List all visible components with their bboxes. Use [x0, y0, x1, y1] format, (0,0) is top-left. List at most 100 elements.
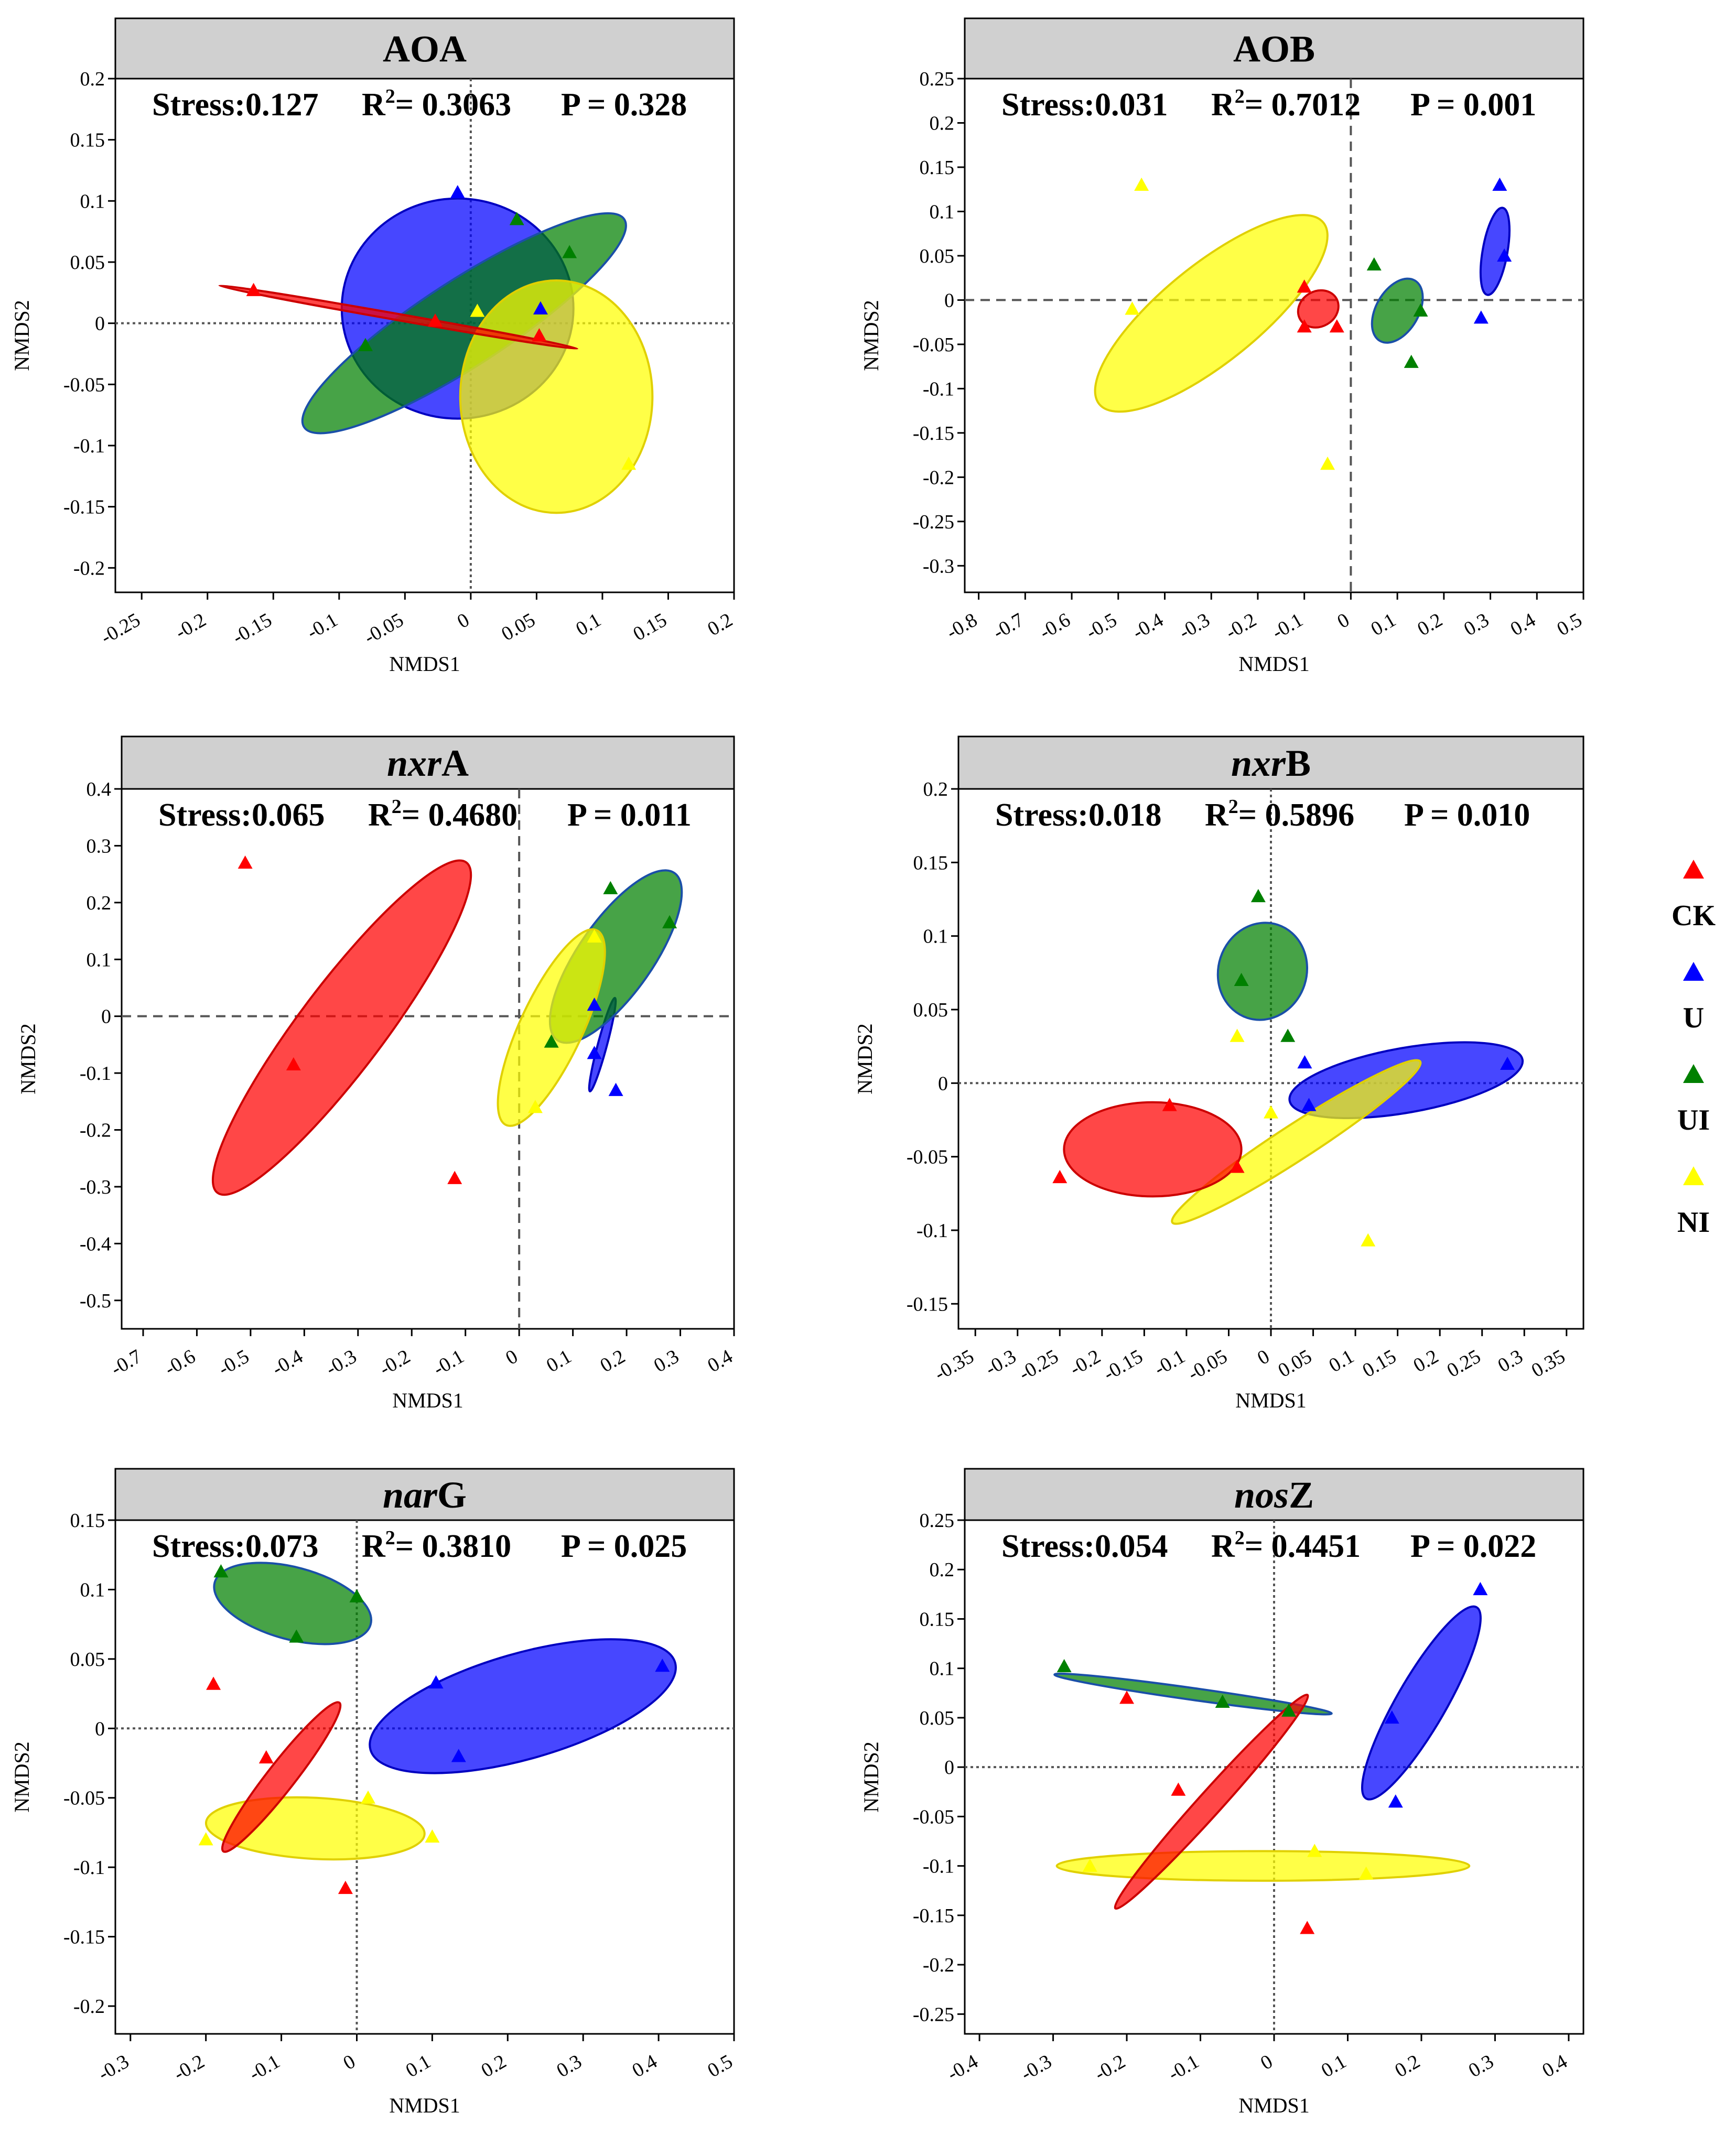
x-tick-label: -0.2 [1091, 2050, 1129, 2085]
point-u [1473, 310, 1489, 324]
nmds-panel-5: narG Stress:0.073 R2= 0.3810 P = 0.025 -0.3 -… [10, 1468, 737, 2117]
panel-title-bar [121, 735, 735, 790]
y-tick-label: 0.05 [920, 1707, 955, 1729]
panel-title-italic: nxr [387, 742, 442, 784]
panel-title-italic: nxr [1231, 742, 1286, 784]
x-tick-label: -0.4 [268, 1345, 307, 1380]
y-tick-label: -0.1 [916, 1220, 948, 1242]
x-tick-label: -0.1 [245, 2050, 284, 2085]
ellipse-u [369, 1638, 677, 1774]
panel-title-text: A [441, 742, 469, 784]
point-u [587, 998, 602, 1011]
y-tick-label: -0.15 [907, 1293, 948, 1315]
panel-title: nxrB [1231, 742, 1311, 784]
x-tick-label: 0.4 [704, 1345, 736, 1377]
panel-title-text: AOB [1233, 28, 1315, 70]
ellipse-ck [218, 284, 578, 350]
ellipse-ck [1114, 1693, 1309, 1910]
y-tick-label: -0.2 [923, 467, 954, 489]
point-ui [1281, 1703, 1297, 1717]
ellipse-ui [1371, 277, 1424, 344]
x-tick-label: 0 [1333, 609, 1353, 633]
x-tick-label: -0.2 [170, 2050, 208, 2085]
y-tick-label: -0.5 [80, 1290, 111, 1312]
x-tick-label: 0.5 [1553, 609, 1586, 640]
r2-superscript: 2 [1235, 1527, 1245, 1549]
x-tick-label: -0.5 [214, 1345, 253, 1380]
r2-label: R [1211, 87, 1235, 123]
y-tick-label: 0.15 [920, 157, 955, 179]
legend: CK U UI NI [1672, 860, 1716, 1239]
point-ui [1056, 1659, 1072, 1673]
y-tick-label: 0 [95, 1718, 105, 1740]
stress-label: Stress: [1001, 87, 1095, 123]
y-tick-label: -0.05 [907, 1146, 948, 1168]
panel-title: narG [383, 1474, 467, 1516]
point-ni [470, 304, 485, 317]
x-tick-label: 0.3 [553, 2050, 586, 2082]
x-tick-label: 0 [454, 609, 473, 633]
legend-label-ck: CK [1672, 900, 1716, 932]
legend-label-ui: UI [1677, 1104, 1710, 1136]
panel-title-bar [964, 17, 1584, 80]
y-tick-label: 0.2 [87, 892, 112, 914]
y-tick-label: -0.05 [63, 1787, 105, 1810]
x-tick-label: 0.05 [1274, 1345, 1316, 1382]
point-ui [662, 915, 677, 928]
point-ck [1300, 1921, 1315, 1934]
x-axis-label: NMDS1 [1238, 2094, 1310, 2117]
p-value: P = 0.010 [1404, 797, 1530, 833]
point-ui [1366, 257, 1382, 271]
x-tick-label: 0 [1254, 1345, 1273, 1369]
point-ck [1329, 319, 1344, 333]
stats-line: Stress:0.073 R2= 0.3810 P = 0.025 [152, 1527, 687, 1564]
x-tick-label: -0.4 [943, 2050, 982, 2085]
p-value: P = 0.022 [1410, 1529, 1536, 1564]
x-tick-label: 0 [502, 1345, 521, 1369]
x-tick-label: -0.1 [1268, 609, 1307, 643]
x-tick-label: 0.15 [629, 609, 671, 645]
r2-superscript: 2 [1235, 85, 1245, 107]
y-tick-label: -0.1 [80, 1063, 111, 1085]
x-tick-label: 0.3 [1465, 2050, 1497, 2082]
y-tick-label: -0.1 [923, 1856, 954, 1878]
point-u [608, 1082, 623, 1096]
x-tick-label: 0.3 [1460, 609, 1493, 640]
point-ck [1297, 279, 1312, 293]
point-ni [1125, 301, 1140, 315]
y-axis-label: NMDS2 [10, 1741, 34, 1813]
x-axis-label: NMDS1 [389, 2094, 460, 2117]
point-ui [1404, 354, 1419, 368]
point-u [451, 1749, 466, 1762]
y-tick-label: 0.1 [930, 1658, 955, 1680]
point-ui [213, 1564, 229, 1578]
x-tick-label: 0.1 [572, 609, 605, 640]
point-ck [447, 1171, 462, 1184]
y-tick-label: 0.15 [70, 129, 105, 151]
panel-title-bar [964, 1468, 1584, 1521]
x-tick-label: 0.1 [1367, 609, 1399, 640]
legend-marker-u [1683, 962, 1704, 981]
panel-title-bar [114, 1468, 735, 1521]
point-ui [349, 1589, 364, 1602]
x-tick-label: 0.25 [1443, 1345, 1485, 1382]
ellipse-ui [1053, 1672, 1333, 1716]
x-tick-label: 0 [1257, 2050, 1276, 2074]
r2-superscript: 2 [385, 1527, 395, 1549]
y-tick-label: 0.15 [913, 852, 948, 874]
y-axis-label: NMDS2 [10, 300, 34, 371]
point-ni [527, 1100, 543, 1113]
plot-frame [964, 78, 1584, 593]
point-ck [258, 1750, 274, 1764]
y-tick-label: -0.2 [73, 557, 105, 579]
ellipse-ni [497, 928, 606, 1127]
point-ui [358, 338, 373, 351]
y-tick-label: -0.3 [923, 555, 954, 577]
ellipse-ck [1297, 289, 1340, 329]
ellipse-ck [221, 1701, 342, 1853]
x-tick-label: -0.15 [229, 609, 276, 648]
x-tick-label: 0.2 [478, 2050, 510, 2082]
x-tick-label: 0.3 [650, 1345, 683, 1377]
